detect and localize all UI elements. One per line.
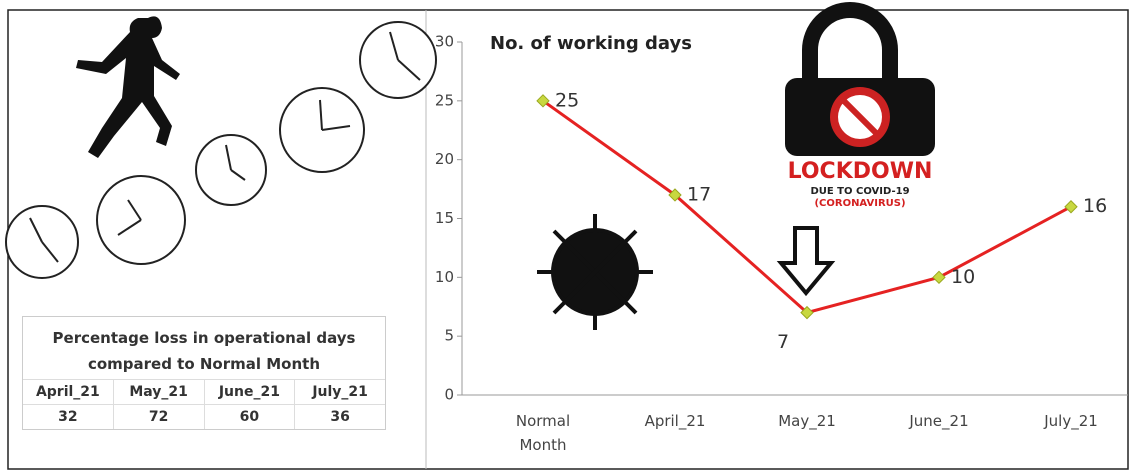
y-tick-label: 0	[444, 386, 454, 404]
table-cell: 32	[23, 404, 113, 429]
table-cell: 72	[112, 404, 204, 429]
table: Percentage loss in operational days comp…	[22, 316, 386, 430]
y-tick-label: 30	[435, 33, 454, 51]
table-header-cell: April_21	[23, 379, 113, 404]
x-tick-label: Normal Month	[515, 412, 571, 454]
table-cell: 36	[294, 404, 385, 429]
data-label: 25	[555, 89, 579, 111]
y-tick-label: 20	[435, 150, 454, 168]
table-header: April_21 May_21 June_21 July_21	[23, 379, 385, 404]
data-label: 17	[687, 183, 711, 205]
down-arrow	[776, 226, 836, 297]
clocks	[5, 21, 437, 279]
chart-title: No. of working days	[490, 33, 692, 54]
x-tick-label: April_21	[644, 412, 706, 430]
table-header-cell: May_21	[112, 379, 204, 404]
lock-icon	[785, 2, 935, 156]
y-tick-label: 25	[435, 91, 454, 109]
x-tick-label: July_21	[1044, 412, 1098, 430]
y-tick-label: 15	[435, 209, 454, 227]
y-tick-label: 5	[444, 327, 454, 345]
table-row: 32 72 60 36	[23, 404, 385, 429]
table-cell: 60	[203, 404, 295, 429]
annotation: DUE TO COVID-19	[810, 186, 909, 197]
marker	[536, 94, 550, 108]
marker	[932, 270, 946, 285]
annotation: LOCKDOWN	[788, 159, 933, 184]
marker	[800, 305, 814, 320]
y-tick-label: 10	[435, 268, 454, 286]
table-header-cell: June_21	[203, 379, 295, 404]
table-header-cell: July_21	[294, 379, 385, 404]
data-label: 16	[1083, 195, 1107, 217]
x-tick-label: June_21	[909, 412, 969, 430]
marker	[668, 188, 682, 202]
annotation: (CORONAVIRUS)	[814, 198, 905, 209]
data-label: 10	[951, 266, 975, 288]
marker	[1064, 200, 1078, 214]
runner	[76, 16, 180, 159]
x-tick-label: May_21	[778, 412, 836, 430]
data-label: 7	[777, 331, 789, 353]
table-title: Percentage loss in operational days comp…	[52, 329, 356, 373]
virus-icon	[537, 214, 653, 330]
